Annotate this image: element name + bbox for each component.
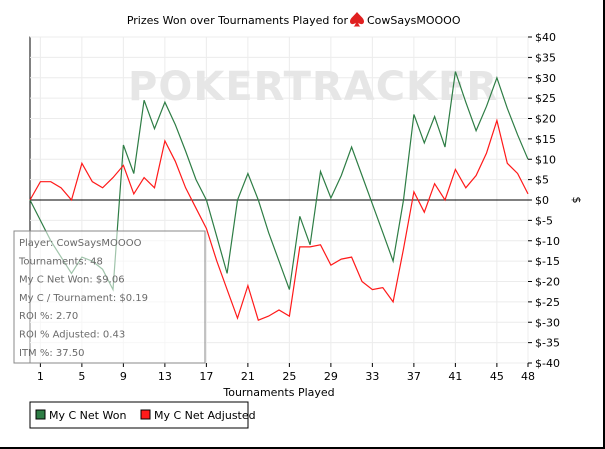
y-axis-label: $: [570, 197, 583, 204]
legend-swatch-net-won: [35, 409, 46, 420]
x-axis-label: Tournaments Played: [222, 386, 334, 399]
chart-title: Prizes Won over Tournaments Played for: [127, 14, 349, 27]
series-line-net-adjusted: [29, 118, 529, 321]
spade-icon: [350, 12, 364, 27]
x-tick-label: 5: [78, 370, 85, 383]
x-tick-label: 13: [158, 370, 172, 383]
y-tick-label: $0: [535, 194, 549, 207]
y-tick-label: $5: [535, 174, 549, 187]
legend-label-net-adjusted: My C Net Adjusted: [154, 409, 256, 422]
x-tick-label: 41: [448, 370, 462, 383]
x-tick-label: 37: [407, 370, 421, 383]
y-tick-label: $-35: [535, 337, 560, 350]
watermark: POKERTRACKER: [128, 64, 498, 110]
x-tick-label: 21: [241, 370, 255, 383]
x-tick-label: 29: [324, 370, 338, 383]
x-tick-label: 9: [120, 370, 127, 383]
y-tick-label: $-25: [535, 296, 560, 309]
y-tick-label: $-40: [535, 357, 560, 370]
y-tick-label: $-20: [535, 276, 560, 289]
y-tick-label: $40: [535, 31, 556, 44]
legend: My C Net Won My C Net Adjusted: [29, 401, 256, 429]
x-tick-label: 25: [282, 370, 296, 383]
y-axis-ticks: $40 $35 $30 $25 $20 $15 $10 $5 $0 $-5 $-10 $-15 $-20…: [528, 31, 560, 370]
stats-line: ROI %: 2.70: [19, 311, 78, 322]
y-tick-label: $15: [535, 133, 556, 146]
x-tick-label: 17: [199, 370, 213, 383]
y-tick-label: $10: [535, 153, 556, 166]
y-tick-label: $-5: [535, 214, 553, 227]
stats-line: ITM %: 37.50: [19, 348, 85, 359]
y-tick-label: $-30: [535, 316, 560, 329]
y-tick-label: $-10: [535, 235, 560, 248]
player-name: CowSaysMOOOO: [367, 14, 461, 27]
x-tick-label: 48: [521, 370, 535, 383]
stats-line: Tournaments: 48: [18, 256, 103, 267]
x-tick-label: 45: [490, 370, 504, 383]
stats-line: Player: CowSaysMOOOO: [19, 238, 142, 249]
y-tick-label: $20: [535, 113, 556, 126]
stats-line: ROI % Adjusted: 0.43: [19, 330, 125, 341]
stats-box: Player: CowSaysMOOOO Tournaments: 48 My C …: [13, 230, 206, 364]
legend-swatch-net-adjusted: [140, 409, 151, 420]
y-tick-label: $-15: [535, 255, 560, 268]
stats-line: My C Net Won: $9.06: [19, 275, 125, 286]
x-tick-label: 33: [365, 370, 379, 383]
y-tick-label: $30: [535, 72, 556, 85]
x-tick-label: 1: [37, 370, 44, 383]
legend-label-net-won: My C Net Won: [49, 409, 126, 422]
y-tick-label: $35: [535, 51, 556, 64]
y-tick-label: $25: [535, 92, 556, 105]
stats-line: My C / Tournament: $0.19: [19, 293, 148, 304]
x-axis-ticks: 1 5 9 13 17 21 25 29 33 37 41 45 48: [37, 363, 535, 383]
